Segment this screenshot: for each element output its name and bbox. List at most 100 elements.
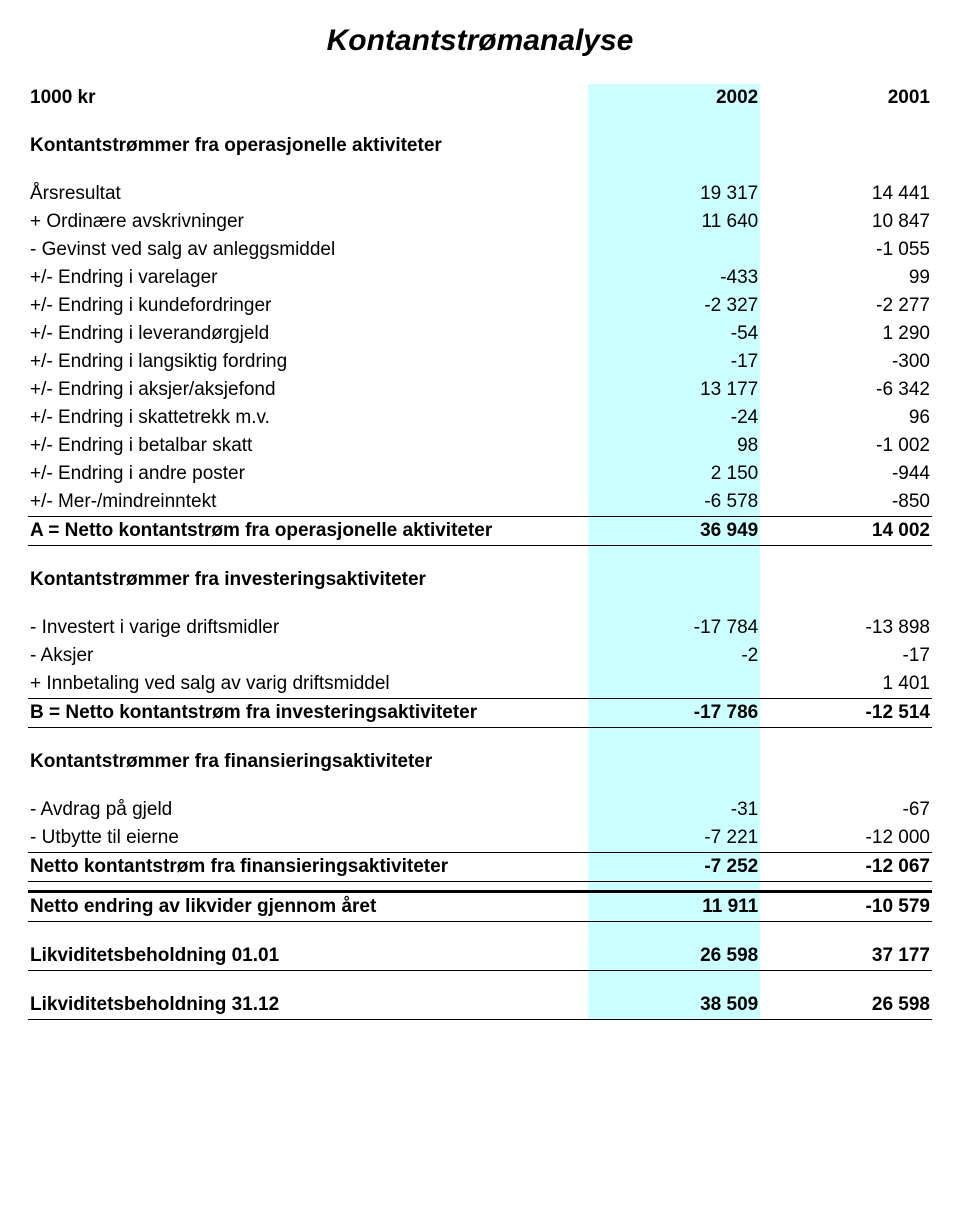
row-val-y1: -54 xyxy=(588,320,760,348)
table-row: - Avdrag på gjeld-31-67 xyxy=(28,796,932,824)
row-label: +/- Endring i andre poster xyxy=(28,460,588,488)
row-val-y1: -2 327 xyxy=(588,292,760,320)
table-row: - Aksjer-2-17 xyxy=(28,642,932,670)
row-val-y2: -944 xyxy=(760,460,932,488)
row-label: +/- Endring i leverandørgjeld xyxy=(28,320,588,348)
row-val-y1: 98 xyxy=(588,432,760,460)
table-row: +/- Endring i skattetrekk m.v.-2496 xyxy=(28,404,932,432)
row-label: Likviditetsbeholdning 31.12 xyxy=(28,991,588,1020)
row-val-y2: 96 xyxy=(760,404,932,432)
row-val-y1: -17 786 xyxy=(588,699,760,728)
table-row: - Gevinst ved salg av anleggsmiddel -1 05… xyxy=(28,236,932,264)
row-val-y1: 19 317 xyxy=(588,180,760,208)
row-val-y1: 11 640 xyxy=(588,208,760,236)
row-val-y1: -2 xyxy=(588,642,760,670)
row-label: Årsresultat xyxy=(28,180,588,208)
row-val-y1: -24 xyxy=(588,404,760,432)
row-val-y2: 14 002 xyxy=(760,517,932,546)
row-val-y1: 2 150 xyxy=(588,460,760,488)
row-label: Netto kontantstrøm fra finansieringsakti… xyxy=(28,853,588,882)
row-val-y1: -17 xyxy=(588,348,760,376)
row-val-y2: -13 898 xyxy=(760,614,932,642)
row-label: - Avdrag på gjeld xyxy=(28,796,588,824)
row-val-y2: -300 xyxy=(760,348,932,376)
row-val-y1: -7 221 xyxy=(588,824,760,853)
row-val-y2: 1 290 xyxy=(760,320,932,348)
row-label: +/- Endring i varelager xyxy=(28,264,588,292)
row-val-y2: 99 xyxy=(760,264,932,292)
row-val-y2: -1 055 xyxy=(760,236,932,264)
table-row: Årsresultat19 31714 441 xyxy=(28,180,932,208)
row-label: + Ordinære avskrivninger xyxy=(28,208,588,236)
cashflow-table: 1000 kr 2002 2001 Kontantstrømmer fra op… xyxy=(28,84,932,1020)
row-label: Netto endring av likvider gjennom året xyxy=(28,892,588,922)
row-label: +/- Mer-/mindreinntekt xyxy=(28,488,588,517)
row-val-y2: -67 xyxy=(760,796,932,824)
col-year-2: 2001 xyxy=(760,84,932,112)
table-row: + Ordinære avskrivninger11 64010 847 xyxy=(28,208,932,236)
row-val-y1: 13 177 xyxy=(588,376,760,404)
row-val-y1: 11 911 xyxy=(588,892,760,922)
row-val-y2: 10 847 xyxy=(760,208,932,236)
row-label: + Innbetaling ved salg av varig driftsmi… xyxy=(28,670,588,699)
net-change-row: Netto endring av likvider gjennom året11… xyxy=(28,892,932,922)
table-row: +/- Endring i kundefordringer-2 327-2 27… xyxy=(28,292,932,320)
row-val-y2: -17 xyxy=(760,642,932,670)
row-val-y1: -31 xyxy=(588,796,760,824)
row-val-y2: -10 579 xyxy=(760,892,932,922)
row-val-y2: -12 067 xyxy=(760,853,932,882)
row-label: - Utbytte til eierne xyxy=(28,824,588,853)
row-val-y2: 37 177 xyxy=(760,942,932,971)
row-label: B = Netto kontantstrøm fra investeringsa… xyxy=(28,699,588,728)
row-val-y1: -433 xyxy=(588,264,760,292)
row-label: - Aksjer xyxy=(28,642,588,670)
row-label: +/- Endring i aksjer/aksjefond xyxy=(28,376,588,404)
row-val-y1: -6 578 xyxy=(588,488,760,517)
table-row: +/- Endring i varelager-43399 xyxy=(28,264,932,292)
table-row: +/- Endring i aksjer/aksjefond13 177-6 3… xyxy=(28,376,932,404)
row-val-y2: 26 598 xyxy=(760,991,932,1020)
row-label: - Gevinst ved salg av anleggsmiddel xyxy=(28,236,588,264)
row-val-y2: -1 002 xyxy=(760,432,932,460)
row-val-y1 xyxy=(588,236,760,264)
table-row: +/- Endring i langsiktig fordring-17-300 xyxy=(28,348,932,376)
col-year-1: 2002 xyxy=(588,84,760,112)
row-label: +/- Endring i langsiktig fordring xyxy=(28,348,588,376)
row-val-y2: -850 xyxy=(760,488,932,517)
header-row: 1000 kr 2002 2001 xyxy=(28,84,932,112)
row-label: +/- Endring i kundefordringer xyxy=(28,292,588,320)
row-val-y2: 14 441 xyxy=(760,180,932,208)
page-title: Kontantstrømanalyse xyxy=(28,24,932,58)
row-val-y1: 26 598 xyxy=(588,942,760,971)
row-label: Likviditetsbeholdning 01.01 xyxy=(28,942,588,971)
row-label: - Investert i varige driftsmidler xyxy=(28,614,588,642)
op-heading: Kontantstrømmer fra operasjonelle aktivi… xyxy=(28,132,588,160)
row-val-y2: -12 000 xyxy=(760,824,932,853)
table-row: +/- Endring i andre poster2 150-944 xyxy=(28,460,932,488)
row-val-y2: -2 277 xyxy=(760,292,932,320)
inv-total: B = Netto kontantstrøm fra investeringsa… xyxy=(28,699,932,728)
table-row: +/- Endring i leverandørgjeld-541 290 xyxy=(28,320,932,348)
table-row: - Utbytte til eierne-7 221-12 000 xyxy=(28,824,932,853)
table-row: +/- Endring i betalbar skatt98-1 002 xyxy=(28,432,932,460)
row-val-y1: 38 509 xyxy=(588,991,760,1020)
table-row: - Investert i varige driftsmidler-17 784… xyxy=(28,614,932,642)
fin-heading: Kontantstrømmer fra finansieringsaktivit… xyxy=(28,748,588,776)
row-val-y2: -6 342 xyxy=(760,376,932,404)
table-row: + Innbetaling ved salg av varig driftsmi… xyxy=(28,670,932,699)
op-total: A = Netto kontantstrøm fra operasjonelle… xyxy=(28,517,932,546)
row-val-y1 xyxy=(588,670,760,699)
inv-heading: Kontantstrømmer fra investeringsaktivite… xyxy=(28,566,588,594)
row-val-y2: -12 514 xyxy=(760,699,932,728)
unit-label: 1000 kr xyxy=(28,84,588,112)
table-row: +/- Mer-/mindreinntekt-6 578-850 xyxy=(28,488,932,517)
row-label: A = Netto kontantstrøm fra operasjonelle… xyxy=(28,517,588,546)
closing-balance-row: Likviditetsbeholdning 31.1238 50926 598 xyxy=(28,991,932,1020)
row-label: +/- Endring i betalbar skatt xyxy=(28,432,588,460)
row-label: +/- Endring i skattetrekk m.v. xyxy=(28,404,588,432)
opening-balance-row: Likviditetsbeholdning 01.0126 59837 177 xyxy=(28,942,932,971)
row-val-y1: -7 252 xyxy=(588,853,760,882)
row-val-y1: 36 949 xyxy=(588,517,760,546)
row-val-y2: 1 401 xyxy=(760,670,932,699)
fin-total: Netto kontantstrøm fra finansieringsakti… xyxy=(28,853,932,882)
